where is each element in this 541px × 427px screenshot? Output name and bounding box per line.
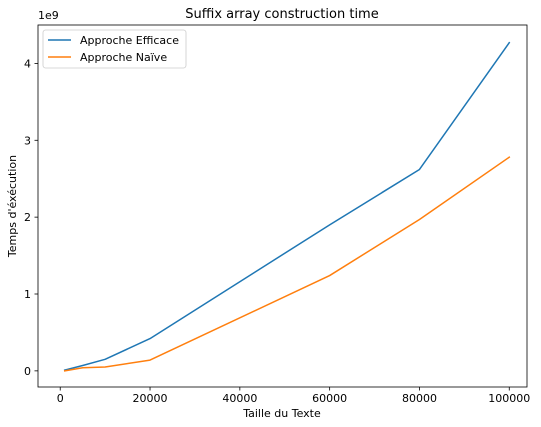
series-lines bbox=[63, 41, 511, 372]
x-axis-label: Taille du Texte bbox=[242, 407, 321, 420]
y-tick-label: 2 bbox=[24, 211, 31, 224]
plot-area bbox=[38, 25, 527, 387]
axis-ticks: 0 20000 40000 60000 80000 100000 0 1 2 3 4 bbox=[24, 57, 530, 405]
x-tick-label: 80000 bbox=[402, 392, 437, 405]
y-tick-label: 1 bbox=[24, 288, 31, 301]
series-line-1 bbox=[63, 41, 511, 372]
y-tick-label: 3 bbox=[24, 134, 31, 147]
x-tick-label: 40000 bbox=[222, 392, 257, 405]
plot-border bbox=[37, 24, 528, 388]
series-line-2 bbox=[63, 156, 511, 372]
y-offset-label: 1e9 bbox=[38, 9, 59, 22]
y-tick-label: 0 bbox=[24, 365, 31, 378]
y-tick-label: 4 bbox=[24, 57, 31, 70]
legend-label: Approche Efficace bbox=[80, 34, 179, 47]
x-tick-label: 100000 bbox=[488, 392, 530, 405]
legend-box bbox=[42, 29, 187, 69]
x-tick-label: 20000 bbox=[133, 392, 168, 405]
legend-label: Approche Naïve bbox=[80, 51, 167, 64]
chart-title: Suffix array construction time bbox=[185, 7, 378, 22]
x-tick-label: 60000 bbox=[312, 392, 347, 405]
y-axis-label: Temps d'éxécution bbox=[6, 155, 19, 258]
x-tick-label: 0 bbox=[57, 392, 64, 405]
legend: Approche Efficace Approche Naïve bbox=[42, 29, 187, 69]
